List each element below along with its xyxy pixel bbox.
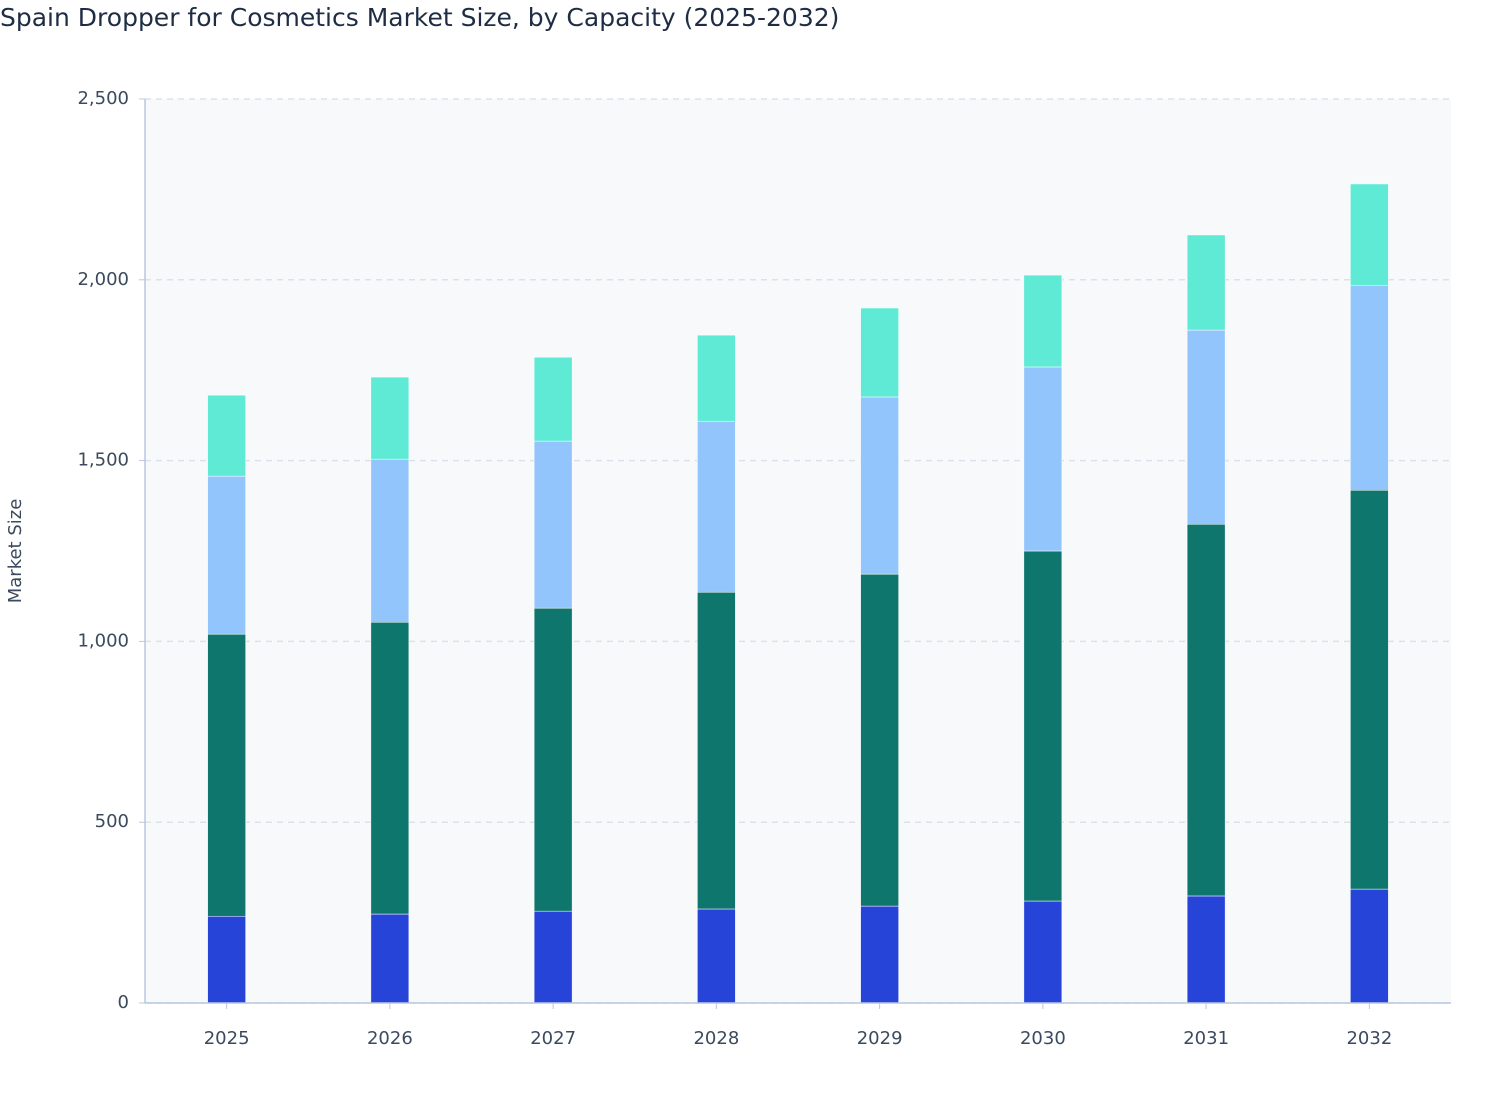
- bar-segment: [533, 910, 573, 1004]
- bar-segment: [1023, 550, 1063, 902]
- bar-segment: [860, 396, 899, 575]
- bar-segment: [860, 573, 899, 907]
- y-tick-label: 500: [95, 811, 129, 832]
- bar-segment: [1023, 366, 1063, 552]
- x-tick-label: 2030: [1020, 1028, 1066, 1049]
- bar-segment: [1186, 234, 1226, 331]
- bar-segment: [370, 621, 410, 915]
- bar-segment: [1023, 274, 1063, 368]
- bar-segment: [207, 633, 246, 917]
- bar-segment: [1350, 888, 1389, 1004]
- bar-segment: [533, 607, 573, 912]
- bar-segment: [697, 908, 736, 1004]
- bar-segment: [207, 915, 246, 1004]
- bar-segment: [1186, 329, 1226, 525]
- bar-segment: [533, 356, 573, 442]
- y-tick-label: 0: [118, 992, 129, 1013]
- bar-segment: [1023, 900, 1063, 1004]
- bar-segment: [370, 458, 410, 623]
- bar-segment: [1350, 284, 1389, 491]
- bar-segment: [1350, 490, 1389, 890]
- bar-segment: [207, 394, 246, 477]
- x-tick-label: 2025: [204, 1028, 250, 1049]
- bar-segment: [207, 475, 246, 635]
- bar-segment: [697, 591, 736, 910]
- bar-segment: [370, 913, 410, 1004]
- x-tick-label: 2029: [857, 1028, 903, 1049]
- bar-segment: [697, 334, 736, 422]
- y-tick-label: 1,500: [77, 450, 129, 471]
- y-tick-label: 2,500: [77, 88, 129, 109]
- x-tick-label: 2031: [1183, 1028, 1229, 1049]
- bar-segment: [860, 905, 899, 1004]
- bar-segment: [533, 440, 573, 609]
- y-tick-label: 1,000: [77, 630, 129, 651]
- chart-title: Spain Dropper for Cosmetics Market Size,…: [0, 3, 839, 32]
- bar-segment: [697, 420, 736, 593]
- bar-segment: [1186, 895, 1226, 1004]
- bar-segment: [370, 376, 410, 460]
- plot-area: [145, 99, 1451, 1003]
- x-tick-label: 2028: [693, 1028, 739, 1049]
- y-axis-label: Market Size: [5, 499, 26, 604]
- x-tick-label: 2032: [1346, 1028, 1392, 1049]
- x-tick-label: 2026: [367, 1028, 413, 1049]
- y-tick-label: 2,000: [77, 269, 129, 290]
- bar-segment: [860, 307, 899, 398]
- bar-segment: [1350, 183, 1389, 286]
- x-tick-label: 2027: [530, 1028, 576, 1049]
- bar-segment: [1186, 523, 1226, 897]
